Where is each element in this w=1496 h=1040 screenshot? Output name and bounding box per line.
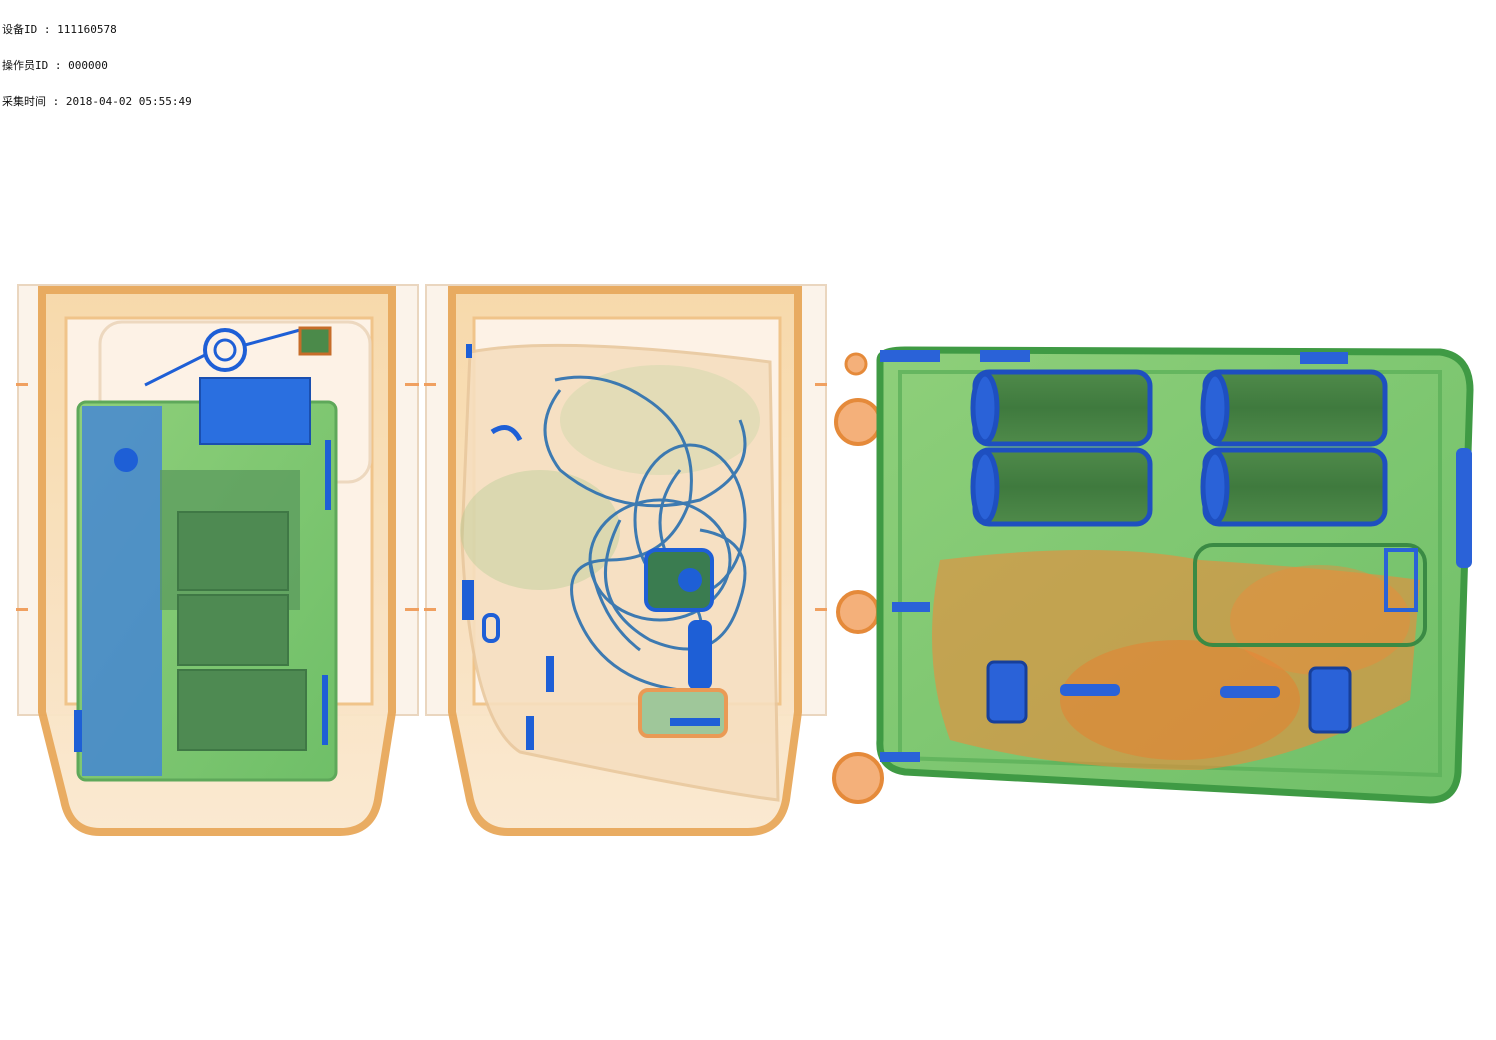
device-id-value: 111160578 [57,23,117,36]
capture-time-value: 2018-04-02 05:55:49 [65,95,192,108]
cable-bag [424,284,827,836]
earphone-coil [144,326,332,387]
capture-time-row: 采集时间 : 2018-04-02 05:55:49 [2,95,192,108]
scan-metadata: 设备ID : 111160578 操作员ID : 000000 采集时间 : 2… [2,0,192,120]
latch-right [1308,666,1352,734]
laptop-bag [16,284,419,836]
device-id-label: 设备ID [2,23,38,36]
operator-id-row: 操作员ID : 000000 [2,59,108,72]
operator-id-label: 操作员ID [2,59,49,72]
suitcase [832,346,1474,804]
laptop [74,377,338,782]
latch-left [986,660,1028,724]
capture-time-label: 采集时间 [2,95,46,108]
device-id-row: 设备ID : 111160578 [2,23,117,36]
operator-id-value: 000000 [68,59,108,72]
cylinder-cans [970,369,1388,527]
